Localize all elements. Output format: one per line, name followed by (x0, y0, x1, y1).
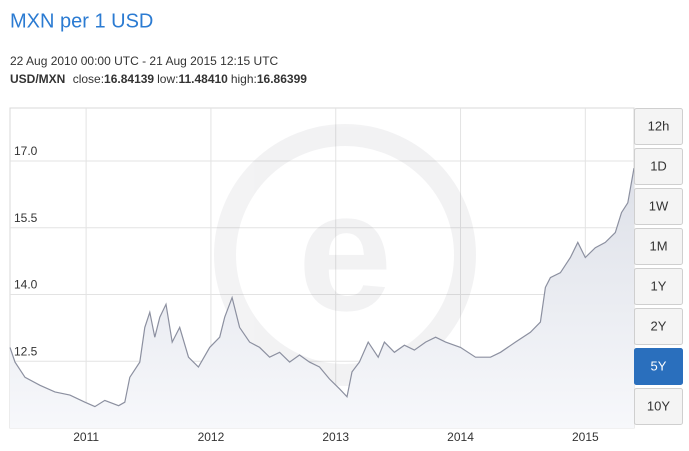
stat-value: 16.86399 (257, 72, 307, 86)
stat-label: high: (231, 72, 257, 86)
range-button[interactable] (634, 148, 683, 185)
pair: USD/MXN (10, 72, 65, 86)
stat-label: low: (157, 72, 178, 86)
range-button[interactable] (634, 108, 683, 145)
x-tick-label: 2015 (572, 430, 599, 444)
x-tick-label: 2011 (73, 430, 99, 444)
range-button-label[interactable]: 1Y (651, 278, 667, 293)
range-button-label[interactable]: 1D (650, 158, 667, 173)
y-tick-label: 12.5 (14, 344, 38, 358)
x-tick-label: 2013 (322, 430, 349, 444)
range-button[interactable] (634, 188, 683, 225)
stats: USD/MXN close:16.84139 low:11.48410 high:1… (10, 72, 307, 86)
range-button-label[interactable]: 12h (648, 118, 670, 133)
range-button[interactable] (634, 348, 683, 385)
range-button-label[interactable]: 1M (649, 238, 667, 253)
range-button-label[interactable]: 2Y (651, 318, 667, 333)
chart-title: MXN per 1 USD (10, 10, 153, 32)
x-tick-label: 2012 (198, 430, 225, 444)
y-tick-label: 15.5 (14, 211, 38, 225)
area-fill (10, 168, 634, 428)
y-tick-label: 14.0 (14, 278, 38, 292)
range-button-label[interactable]: 5Y (651, 358, 667, 373)
svg-text:e: e (298, 157, 393, 347)
stat-value: 16.84139 (104, 72, 154, 86)
y-tick-label: 17.0 (14, 144, 38, 158)
stat-value: 11.48410 (178, 72, 228, 86)
range-button[interactable] (634, 308, 683, 345)
line (9, 167, 635, 408)
range-button[interactable] (634, 388, 683, 425)
x-tick-label: 2014 (447, 430, 474, 444)
range-button-label[interactable]: 1W (649, 198, 669, 213)
range-button[interactable] (634, 228, 683, 265)
range-button-label[interactable]: 10Y (647, 398, 670, 413)
subtitle: 22 Aug 2010 00:00 UTC - 21 Aug 2015 12:1… (10, 54, 279, 68)
range-button[interactable] (634, 268, 683, 305)
watermark: e (214, 124, 476, 386)
stat-label: close: (73, 72, 104, 86)
